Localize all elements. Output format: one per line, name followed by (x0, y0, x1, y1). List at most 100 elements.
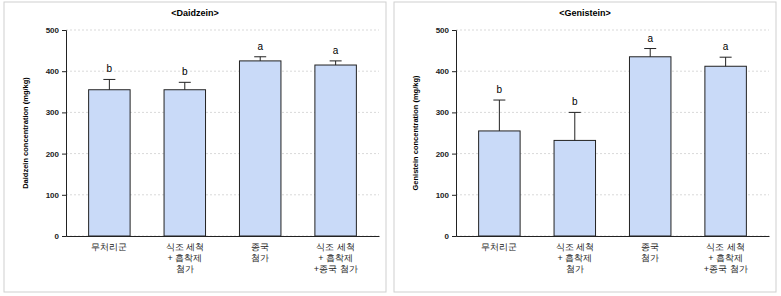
tick-label-line: 식조 세척 (706, 242, 745, 252)
tick-label-line: 첨가 (566, 264, 584, 274)
tick-label: 400 (436, 67, 450, 76)
error-bar-stem (260, 57, 261, 61)
tick-label: 식조 세척+ 흡착제첨가 (166, 242, 205, 274)
tick-label-line: 종국 (251, 242, 269, 252)
x-axis: 무처리군식조 세척+ 흡착제첨가종국첨가식조 세척+ 흡착제+종국 첨가 (67, 237, 380, 275)
tick-label: 300 (436, 108, 450, 117)
tick-mark (62, 236, 66, 237)
error-bar-cap (493, 100, 505, 101)
bar (705, 66, 746, 236)
tick-label-line: + 흡착제 (557, 253, 592, 263)
error-bar-stem (725, 57, 726, 66)
x-axis: 무처리군식조 세척+ 흡착제첨가종국첨가식조 세척+ 흡착제+종국 첨가 (457, 237, 770, 275)
annotation: a (723, 41, 729, 52)
grid (456, 30, 769, 236)
tick: 무처리군 (91, 242, 127, 252)
tick-label: 100 (436, 191, 450, 200)
tick-label-line: + 흡착제 (318, 253, 353, 263)
tick-label: 100 (46, 191, 60, 200)
annotation: b (107, 63, 113, 74)
tick: 500 (436, 26, 456, 35)
tick-label-line: + 흡착제 (708, 253, 743, 263)
tick-label: 0 (55, 232, 60, 241)
axis-title: Genistein concentration (mg/kg) (411, 75, 420, 191)
tick-label-line: 식조 세척 (316, 242, 355, 252)
tick: 300 (436, 108, 456, 117)
axis-line (452, 31, 457, 237)
tick: 200 (436, 150, 456, 159)
tick-label: 식조 세척+ 흡착제+종국 첨가 (314, 242, 358, 274)
tick-label: 500 (46, 26, 60, 35)
tick-label: 400 (46, 67, 60, 76)
tick-label: 200 (46, 150, 60, 159)
tick: 200 (46, 150, 66, 159)
tick-label: 무처리군 (481, 242, 517, 252)
marks (479, 49, 747, 236)
tick-mark (452, 71, 456, 72)
tick-label: 종국첨가 (641, 242, 659, 263)
y-axis: 0 100 200 300 400 500 (46, 26, 67, 241)
chart-panel: <Daidzein>bbaa0100200300400500무처리군식조 세척+… (4, 2, 386, 292)
tick: 400 (436, 67, 456, 76)
bar (239, 61, 280, 236)
error-bar-cap (569, 112, 581, 113)
bar (315, 65, 356, 236)
tick-label: 200 (436, 150, 450, 159)
error-bar (644, 49, 656, 57)
tick: 0 (445, 232, 456, 241)
tick-label-line: 첨가 (641, 253, 659, 263)
tick-mark (452, 30, 456, 31)
tick: 종국첨가 (641, 242, 659, 263)
grid-line (456, 30, 769, 31)
marks (89, 57, 357, 236)
chart-title: <Genistein> (559, 8, 611, 18)
tick-label-line: 첨가 (176, 264, 194, 274)
tick-mark (452, 195, 456, 196)
grid (66, 30, 379, 236)
error-bar-stem (499, 100, 500, 131)
error-bar-cap (179, 82, 191, 83)
tick: 식조 세척+ 흡착제+종국 첨가 (704, 242, 748, 274)
tick-label-line: 무처리군 (481, 242, 517, 252)
tick-mark (452, 236, 456, 237)
error-bar-cap (330, 60, 342, 61)
tick: 100 (436, 191, 456, 200)
tick: 종국첨가 (251, 242, 269, 263)
tick-label-line: + 흡착제 (167, 253, 202, 263)
panel-frame (4, 2, 386, 292)
error-bar (103, 79, 115, 89)
tick-mark (62, 154, 66, 155)
tick-mark (62, 112, 66, 113)
annotation: b (182, 66, 188, 77)
tick-mark (452, 112, 456, 113)
error-bar (254, 57, 266, 61)
tick-label: 무처리군 (91, 242, 127, 252)
error-bar (569, 112, 581, 140)
error-bar-stem (335, 61, 336, 65)
tick-label-line: +종국 첨가 (314, 264, 358, 274)
tick: 500 (46, 26, 66, 35)
bar (629, 57, 670, 236)
tick: 무처리군 (481, 242, 517, 252)
error-bar-stem (574, 112, 575, 140)
tick: 100 (46, 191, 66, 200)
tick-label: 식조 세척+ 흡착제+종국 첨가 (704, 242, 748, 274)
tick-label-line: 식조 세척 (166, 242, 205, 252)
tick-label-line: 종국 (641, 242, 659, 252)
error-bar (493, 100, 505, 131)
tick: 식조 세척+ 흡착제첨가 (556, 242, 595, 274)
tick-label: 300 (46, 108, 60, 117)
tick: 300 (46, 108, 66, 117)
tick-mark (62, 30, 66, 31)
grid-line (66, 30, 379, 31)
tick-label: 식조 세척+ 흡착제첨가 (556, 242, 595, 274)
axis-line (67, 236, 380, 237)
axis-title: Daidzein concentration (mg/kg) (21, 77, 30, 189)
annotation: a (333, 45, 339, 56)
panel-frame (394, 2, 776, 292)
error-bar-stem (109, 79, 110, 89)
error-bar-stem (650, 49, 651, 57)
tick-label: 종국첨가 (251, 242, 269, 263)
error-bar-cap (103, 79, 115, 80)
tick: 식조 세척+ 흡착제첨가 (166, 242, 205, 274)
